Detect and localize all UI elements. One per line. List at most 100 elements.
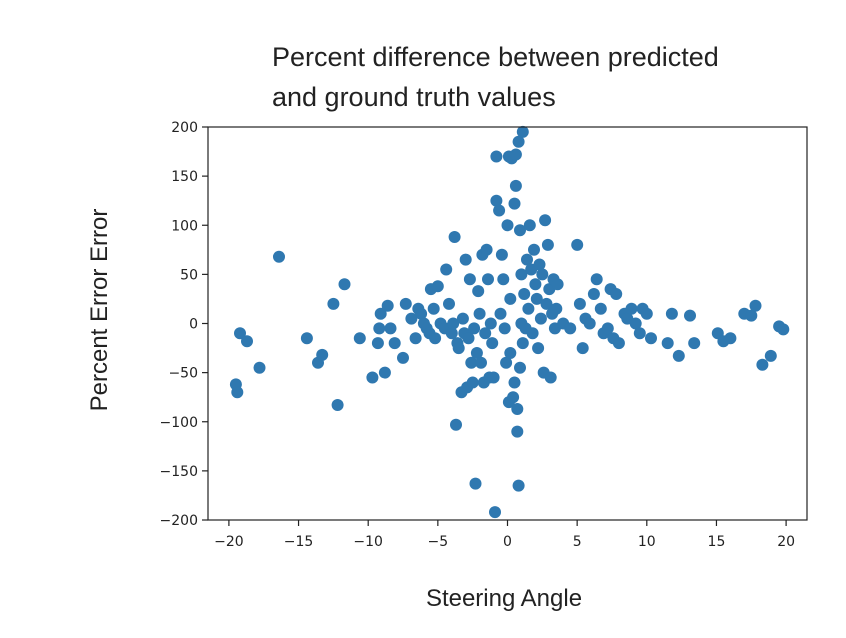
y-tick-label: 0 (189, 317, 198, 333)
data-point (273, 250, 285, 263)
data-point (495, 248, 508, 261)
data-point (452, 342, 465, 355)
data-point (576, 342, 589, 355)
data-point (528, 243, 540, 256)
data-point (522, 302, 535, 315)
data-point (516, 337, 529, 350)
chart-title-line-1: Percent difference between predicted (272, 42, 719, 72)
data-point (564, 322, 577, 335)
data-point (629, 317, 642, 330)
data-point (450, 418, 462, 431)
data-point (427, 302, 440, 315)
y-tick-label: 100 (171, 218, 198, 234)
data-point (601, 322, 614, 335)
x-axis-ticks: −20 −15 −10 −5 0 5 10 15 20 (214, 520, 795, 550)
data-point (234, 327, 246, 340)
data-point (514, 361, 526, 374)
data-point (504, 292, 517, 305)
data-point (443, 297, 455, 310)
x-tick-label: −5 (428, 534, 449, 550)
data-point (764, 349, 777, 362)
data-point (463, 273, 476, 286)
data-point (500, 356, 513, 369)
data-point (397, 351, 409, 364)
x-tick-label: 15 (708, 534, 726, 550)
data-point (514, 224, 526, 237)
data-point (504, 347, 517, 359)
data-point (512, 135, 525, 148)
data-point (456, 312, 469, 325)
data-point (508, 376, 521, 389)
x-tick-label: 10 (638, 534, 656, 550)
data-point (512, 479, 525, 492)
data-point (724, 332, 737, 345)
data-point (532, 342, 545, 355)
data-point (490, 150, 503, 163)
data-point (521, 253, 533, 266)
data-point (573, 297, 586, 310)
data-point (612, 337, 625, 350)
y-tick-label: −50 (168, 366, 198, 382)
data-point (482, 273, 494, 286)
data-point (684, 309, 696, 322)
data-point (501, 219, 514, 232)
data-point (448, 231, 461, 243)
data-point (533, 258, 546, 271)
data-point (551, 278, 564, 291)
data-point (544, 371, 557, 384)
data-point (494, 307, 507, 320)
data-point (540, 297, 553, 310)
y-tick-label: −200 (160, 513, 198, 529)
data-point (645, 332, 657, 345)
data-point (498, 322, 511, 335)
data-point (409, 332, 422, 345)
data-point (371, 337, 384, 350)
data-point (511, 425, 524, 438)
data-point (665, 307, 678, 320)
data-point (745, 309, 758, 322)
data-point (378, 366, 391, 379)
data-point (253, 361, 266, 374)
x-tick-label: 5 (573, 534, 582, 550)
data-point (493, 204, 506, 217)
data-point (486, 337, 499, 350)
data-point (462, 332, 475, 345)
data-point (515, 268, 528, 281)
data-point (459, 253, 472, 266)
data-point (509, 148, 522, 161)
y-tick-label: 200 (171, 120, 198, 136)
data-point (587, 288, 600, 300)
data-point (373, 322, 386, 335)
x-axis-label: Steering Angle (426, 585, 582, 612)
data-point (672, 349, 685, 362)
y-tick-label: −150 (160, 464, 198, 480)
data-point (508, 197, 521, 210)
data-point (431, 280, 444, 293)
data-point (536, 268, 549, 281)
y-tick-label: 50 (180, 267, 198, 283)
data-point (469, 477, 482, 490)
data-point (470, 347, 483, 359)
data-point (640, 307, 653, 320)
data-point (381, 299, 394, 312)
data-point (399, 297, 412, 310)
data-point (384, 322, 397, 335)
data-point (529, 278, 542, 291)
data-point (507, 391, 520, 404)
data-point (530, 292, 543, 305)
x-tick-label: −15 (284, 534, 314, 550)
data-point (688, 337, 701, 350)
data-point (523, 219, 536, 232)
data-point (550, 302, 563, 315)
data-point (366, 371, 379, 384)
x-tick-label: 20 (777, 534, 795, 550)
data-point (518, 288, 531, 300)
y-axis-ticks: 200 150 100 50 0 −50 −100 −150 −200 (160, 120, 208, 529)
data-point (480, 243, 493, 256)
data-point (534, 312, 547, 325)
data-point (509, 179, 522, 192)
data-point (511, 403, 524, 415)
data-point (445, 327, 458, 340)
y-tick-label: 150 (171, 169, 198, 185)
data-point (429, 332, 442, 345)
